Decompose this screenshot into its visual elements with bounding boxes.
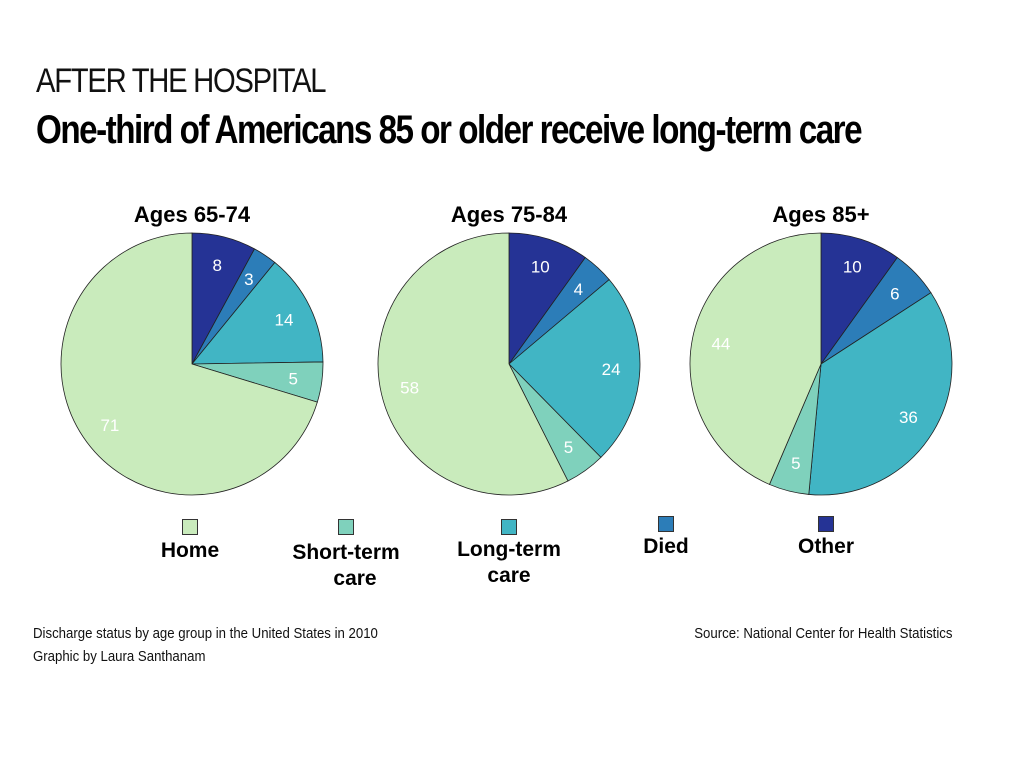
pie-title: Ages 65-74	[134, 202, 251, 227]
legend-swatch-other	[818, 516, 834, 532]
legend-swatch-long-term-care	[501, 519, 517, 535]
legend-label-home: Home	[160, 539, 220, 562]
slice-long-term-care	[191, 261, 324, 365]
slice-label-died: 4	[574, 280, 583, 299]
legend-label-long-term-care: Long-term care	[457, 538, 561, 587]
pie-title: Ages 75-84	[451, 202, 568, 227]
legend-swatch-died	[658, 516, 674, 532]
slice-label-died: 6	[890, 285, 899, 304]
legend-label-short-term-care: Short-term care	[292, 541, 400, 590]
slice-label-home: 44	[711, 335, 730, 354]
slice-other	[820, 232, 898, 366]
slice-label-short-term-care: 5	[564, 438, 573, 457]
legend-label-other: Other	[797, 535, 854, 558]
slice-other	[508, 232, 586, 366]
slice-label-long-term-care: 36	[899, 408, 918, 427]
slice-long-term-care	[508, 279, 641, 458]
slice-label-other: 8	[212, 256, 221, 275]
kicker: AFTER THE HOSPITAL	[36, 62, 327, 100]
slice-home	[60, 232, 318, 496]
slice-long-term-care	[808, 292, 953, 496]
slice-label-other: 10	[531, 258, 550, 277]
slice-home	[377, 232, 569, 496]
slice-label-long-term-care: 14	[275, 311, 294, 330]
slice-label-died: 3	[244, 270, 253, 289]
credit-text: Graphic by Laura Santhanam	[33, 648, 206, 665]
description-note: Discharge status by age group in the Uni…	[33, 622, 378, 668]
slice-label-short-term-care: 5	[791, 454, 800, 473]
slice-label-home: 58	[400, 379, 419, 398]
description-text: Discharge status by age group in the Uni…	[33, 625, 378, 642]
pie-ages-75-84: Ages 75-84 10 4 24 5 58	[377, 202, 641, 496]
slice-home	[689, 232, 822, 485]
slice-label-long-term-care: 24	[602, 360, 621, 379]
pie-ages-85: Ages 85+ 10 6 36 5 44	[689, 202, 953, 496]
chart-title: One-third of Americans 85 or older recei…	[36, 108, 863, 152]
slice-label-short-term-care: 5	[288, 369, 297, 388]
legend-swatch-home	[182, 519, 198, 535]
legend-swatch-short-term-care	[338, 519, 354, 535]
pie-ages-65-74: Ages 65-74 8 3 14 5 71	[60, 202, 324, 496]
source-note: Source: National Center for Health Stati…	[693, 625, 952, 642]
slice-label-other: 10	[843, 258, 862, 277]
pie-title: Ages 85+	[772, 202, 869, 227]
slice-label-home: 71	[100, 416, 119, 435]
legend-label-died: Died	[643, 535, 689, 558]
